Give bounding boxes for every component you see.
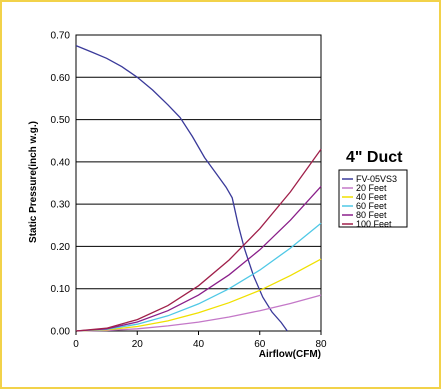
series-line-1	[75, 294, 322, 332]
y-tick-label: 0.70	[51, 31, 71, 42]
legend-label: 40 Feet	[356, 192, 387, 202]
plot-area	[75, 34, 322, 332]
y-tick-label: 0.30	[51, 200, 71, 211]
y-axis-ticks: 0.00 0.10 0.20 0.30 0.40 0.50 0.60 0.70	[51, 31, 71, 338]
series-lines	[75, 44, 322, 332]
legend-label: 80 Feet	[356, 210, 387, 220]
series-line-4	[75, 185, 322, 332]
y-tick-label: 0.00	[51, 327, 71, 338]
gridlines	[76, 34, 321, 332]
y-axis-label: Static Pressure(inch w.g.)	[28, 121, 39, 243]
x-tick-label: 20	[132, 339, 144, 350]
series-line-0	[75, 44, 288, 332]
legend-label: 60 Feet	[356, 201, 387, 211]
series-line-3	[75, 222, 322, 332]
legend-label: 100 Feet	[356, 219, 392, 229]
x-axis-ticks: 0 20 40 60 80	[73, 331, 327, 350]
legend-label: FV-05VS3	[356, 174, 397, 184]
x-tick-label: 80	[315, 339, 327, 350]
chart-title: 4" Duct	[346, 149, 403, 166]
y-tick-label: 0.50	[51, 115, 71, 126]
y-tick-label: 0.10	[51, 284, 71, 295]
legend-label: 20 Feet	[356, 183, 387, 193]
series-line-5	[75, 148, 322, 332]
x-tick-label: 60	[254, 339, 266, 350]
x-axis-label: Airflow(CFM)	[259, 349, 321, 360]
plot-border	[75, 34, 322, 332]
y-tick-label: 0.60	[51, 73, 71, 84]
y-tick-label: 0.40	[51, 157, 71, 168]
x-tick-label: 0	[73, 339, 79, 350]
series-line-2	[75, 258, 322, 332]
x-tick-label: 40	[193, 339, 205, 350]
y-tick-label: 0.20	[51, 242, 71, 253]
